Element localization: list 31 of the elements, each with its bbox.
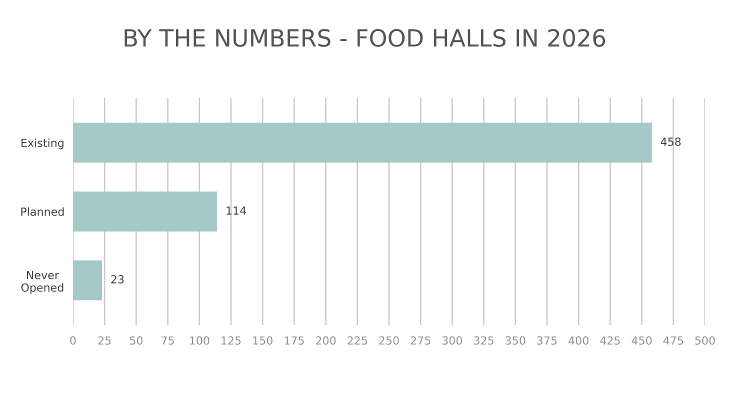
x-tick-label: 175: [284, 336, 304, 345]
x-tick-label: 375: [537, 336, 557, 345]
bar: [73, 122, 652, 163]
x-tick-label: 100: [190, 336, 210, 345]
x-tick-label: 75: [162, 336, 174, 345]
x-tick-label: 400: [568, 336, 588, 345]
x-tick-label: 50: [130, 336, 143, 345]
x-tick-label: 350: [506, 336, 526, 345]
chart-title: BY THE NUMBERS - FOOD HALLS IN 2026: [124, 28, 606, 47]
x-tick-label: 325: [474, 336, 494, 345]
x-tick-label: 125: [222, 336, 241, 345]
x-tick-label: 275: [410, 336, 430, 345]
y-tick-label: Planned: [21, 207, 64, 216]
bar: [73, 192, 218, 232]
x-tick-label: 150: [253, 336, 272, 345]
x-tick-label: 300: [442, 336, 462, 345]
x-tick-label: 475: [663, 336, 684, 345]
x-tick-label: 200: [316, 336, 336, 345]
x-tick-label: 500: [695, 336, 715, 345]
x-tick-label: 25: [98, 336, 111, 345]
y-tick-label: Never Opened: [21, 271, 64, 294]
data-label: 114: [226, 206, 246, 215]
data-label: 23: [111, 275, 124, 284]
x-tick-label: 250: [379, 336, 399, 345]
x-tick-label: 0: [70, 336, 76, 345]
x-tick-label: 450: [632, 336, 652, 345]
data-label: 458: [660, 138, 681, 146]
x-tick-label: 425: [600, 336, 620, 345]
x-tick-label: 225: [348, 336, 368, 345]
bar: [73, 260, 102, 300]
y-tick-label: Existing: [22, 138, 64, 150]
